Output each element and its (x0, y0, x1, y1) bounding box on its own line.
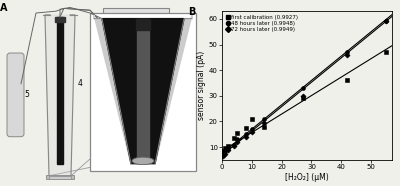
Text: 5: 5 (24, 90, 29, 99)
Point (222, 152, 228, 155)
Point (299, 97, 306, 100)
Text: 7: 7 (170, 19, 175, 28)
Point (243, 133, 249, 136)
Point (260, 117, 267, 120)
Point (383, 51, 389, 54)
Point (243, 135, 249, 138)
Point (225, 144, 231, 147)
FancyBboxPatch shape (7, 53, 24, 137)
Text: 4: 4 (78, 79, 83, 88)
Text: 3: 3 (146, 161, 194, 170)
Polygon shape (136, 19, 150, 30)
Legend: first calibration (0.9927), 48 hours later (0.9948), 72 hours later (0.9949): first calibration (0.9927), 48 hours lat… (225, 14, 300, 33)
Polygon shape (137, 19, 149, 158)
Point (383, 20, 389, 23)
Point (234, 140, 240, 143)
Polygon shape (49, 176, 71, 179)
Ellipse shape (132, 157, 154, 165)
Text: B: B (188, 7, 195, 17)
Y-axis label: sensor signal (pA): sensor signal (pA) (197, 51, 206, 120)
Point (220, 152, 227, 155)
Point (225, 148, 231, 151)
Text: 6: 6 (184, 79, 194, 88)
Point (249, 130, 255, 133)
Point (234, 132, 240, 134)
Polygon shape (57, 17, 63, 164)
Point (344, 79, 350, 82)
Point (299, 94, 306, 97)
Point (249, 128, 255, 131)
Point (383, 20, 389, 23)
Polygon shape (94, 15, 131, 164)
Polygon shape (155, 15, 192, 164)
Text: 2: 2 (157, 147, 194, 160)
FancyBboxPatch shape (103, 8, 169, 36)
Point (222, 147, 228, 150)
Point (234, 138, 240, 141)
Point (260, 125, 267, 128)
Point (243, 126, 249, 129)
Point (344, 51, 350, 54)
Text: 1: 1 (158, 126, 194, 135)
Text: A: A (0, 3, 8, 13)
Polygon shape (45, 15, 75, 176)
Point (220, 150, 227, 153)
Point (249, 117, 255, 120)
Polygon shape (55, 17, 65, 22)
Point (344, 53, 350, 56)
Point (222, 150, 228, 153)
Polygon shape (102, 19, 184, 164)
Point (225, 147, 231, 150)
Bar (114, 18, 144, 31)
Point (220, 155, 227, 158)
Point (299, 87, 306, 90)
Point (231, 143, 237, 146)
X-axis label: [H₂O₂] (μM): [H₂O₂] (μM) (285, 173, 329, 182)
Point (231, 144, 237, 147)
Point (231, 137, 237, 140)
Polygon shape (46, 175, 74, 179)
Bar (90, 13, 196, 171)
Point (260, 121, 267, 124)
